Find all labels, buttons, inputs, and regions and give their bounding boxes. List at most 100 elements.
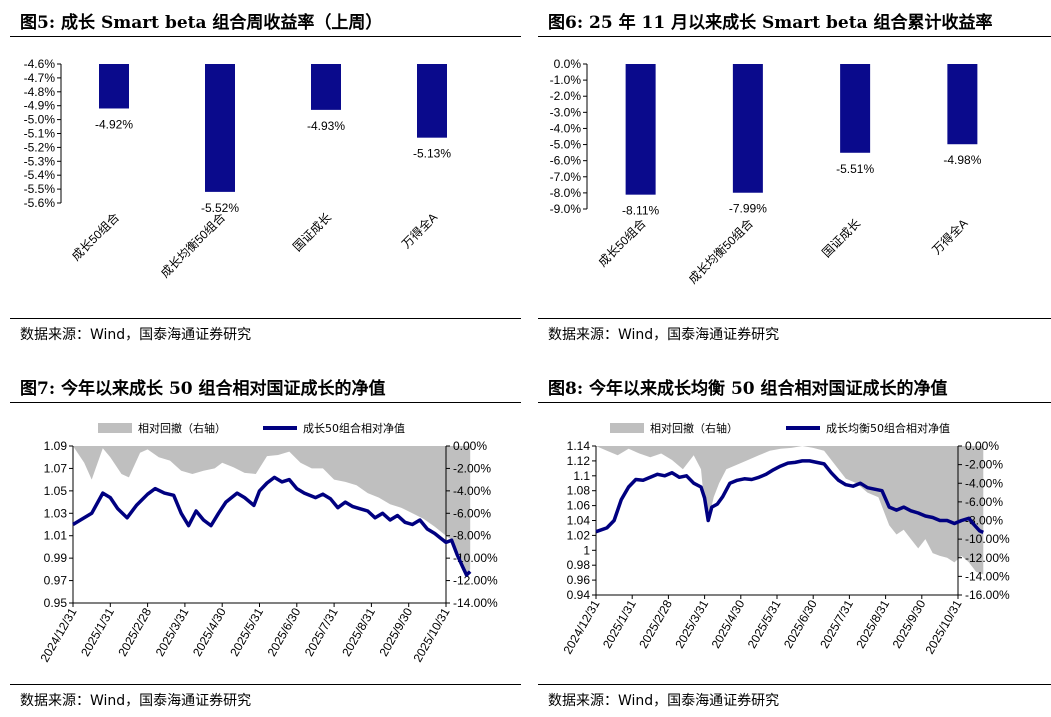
left-y-tick-label: 0.95 <box>44 596 68 610</box>
right-y-tick-label: -4.00% <box>453 484 491 498</box>
x-tick-label: 2025/4/30 <box>190 605 229 659</box>
y-tick-label: -5.1% <box>24 127 56 141</box>
x-tick-label: 2025/2/28 <box>115 605 154 659</box>
left-y-tick-label: 1.04 <box>567 514 591 528</box>
figure-6-title: 图6: 25 年 11 月以来成长 Smart beta 组合累计收益率 <box>548 13 993 33</box>
category-label-group: 成长50组合 <box>68 210 122 264</box>
right-y-tick-label: -16.00% <box>965 588 1010 602</box>
y-tick-label: -7.0% <box>550 170 582 184</box>
relative-nav-line <box>72 475 472 577</box>
left-y-tick-label: 1.12 <box>567 454 591 468</box>
x-tick-label-group: 2025/3/31 <box>672 597 711 651</box>
category-label-group: 成长均衡50组合 <box>685 216 756 287</box>
right-y-tick-label: -2.00% <box>453 461 491 475</box>
x-tick-label-group: 2025/5/31 <box>227 605 266 659</box>
y-tick-label: -5.2% <box>24 140 56 154</box>
x-tick-label: 2025/3/31 <box>672 597 711 651</box>
figure-7-chart: 相对回撤（右轴） 成长50组合相对净值 1.09 1.07 1.05 1.03 1.01 0.… <box>37 421 498 665</box>
x-tick-label: 2025/7/31 <box>817 597 856 651</box>
y-tick-label: -4.6% <box>24 57 56 71</box>
figure-8-top-rule <box>538 402 1051 403</box>
y-tick-label: -5.5% <box>24 182 56 196</box>
x-tick-label: 2025/1/31 <box>600 597 639 651</box>
figure-7-top-rule <box>10 402 521 403</box>
figure-5-source: 数据来源：Wind，国泰海通证券研究 <box>20 327 252 343</box>
category-label: 成长50组合 <box>68 210 122 264</box>
left-y-tick-label: 1 <box>583 543 590 557</box>
x-tick-label: 2025/8/31 <box>339 605 378 659</box>
figure-5-bottom-rule <box>10 318 521 319</box>
x-tick-label-group: 2025/2/28 <box>115 605 154 659</box>
x-tick-label: 2024/12/31 <box>37 605 79 664</box>
bar-value-label: -7.99% <box>729 202 767 216</box>
figure-7-title: 图7: 今年以来成长 50 组合相对国证成长的净值 <box>20 379 386 399</box>
left-y-tick-label: 1.08 <box>567 484 591 498</box>
left-y-tick-label: 1.03 <box>44 506 68 520</box>
x-tick-label-group: 2025/9/30 <box>376 605 415 659</box>
category-label: 国证成长 <box>819 216 863 260</box>
x-tick-label-group: 2025/4/30 <box>709 597 748 651</box>
y-tick-label: -4.7% <box>24 71 56 85</box>
bar-value-label: -4.92% <box>95 117 133 131</box>
bar-value-label: -5.52% <box>201 201 239 215</box>
right-y-tick-label: -10.00% <box>965 532 1010 546</box>
legend-area-swatch <box>610 423 644 433</box>
x-tick-label: 2025/6/30 <box>265 605 304 659</box>
left-y-tick-label: 1.07 <box>44 461 68 475</box>
x-tick-label-group: 2025/10/31 <box>922 597 964 656</box>
x-tick-label-group: 2025/3/31 <box>153 605 192 659</box>
category-label-group: 国证成长 <box>819 216 863 260</box>
left-y-tick-label: 0.99 <box>44 551 68 565</box>
legend-line-label: 成长均衡50组合相对净值 <box>826 421 950 435</box>
x-tick-label: 2025/4/30 <box>709 597 748 651</box>
legend-area-label: 相对回撤（右轴） <box>650 421 738 435</box>
legend: 相对回撤（右轴） 成长50组合相对净值 <box>98 421 405 435</box>
category-label: 成长均衡50组合 <box>685 216 756 287</box>
bar <box>205 64 235 192</box>
bar <box>311 64 341 110</box>
figure-5-chart: -4.6%-4.7%-4.8%-4.9%-5.0%-5.1%-5.2%-5.3%… <box>24 57 452 281</box>
right-y-tick-label: -12.00% <box>965 551 1010 565</box>
bar-value-label: -5.51% <box>836 162 874 176</box>
y-tick-label: -1.0% <box>550 73 582 87</box>
figure-6-source: 数据来源：Wind，国泰海通证券研究 <box>548 327 780 343</box>
figure-8-source: 数据来源：Wind，国泰海通证券研究 <box>548 693 780 709</box>
y-tick-label: -4.9% <box>24 99 56 113</box>
y-tick-label: -5.3% <box>24 154 56 168</box>
left-y-tick-label: 1.05 <box>44 484 68 498</box>
left-y-tick-label: 0.96 <box>567 573 591 587</box>
bar-value-label: -4.98% <box>943 153 981 167</box>
x-tick-label: 2024/12/31 <box>560 597 602 656</box>
x-tick-label-group: 2025/4/30 <box>190 605 229 659</box>
right-y-tick-label: -6.00% <box>453 506 491 520</box>
bar-value-label: -8.11% <box>622 204 659 218</box>
category-label-group: 成长均衡50组合 <box>157 210 228 281</box>
right-y-tick-label: 0.00% <box>965 439 999 453</box>
x-tick-label-group: 2025/8/31 <box>853 597 892 651</box>
category-label: 万得全A <box>929 216 971 258</box>
bar <box>732 64 763 193</box>
left-y-tick-label: 1.06 <box>567 499 591 513</box>
figure-7-source: 数据来源：Wind，国泰海通证券研究 <box>20 693 252 709</box>
category-label: 成长均衡50组合 <box>157 210 228 281</box>
legend-area-label: 相对回撤（右轴） <box>138 421 226 435</box>
left-y-tick-label: 1.02 <box>567 528 591 542</box>
figure-8-title: 图8: 今年以来成长均衡 50 组合相对国证成长的净值 <box>548 379 948 399</box>
left-y-tick-label: 0.98 <box>567 558 591 572</box>
y-tick-label: 0.0% <box>554 57 582 71</box>
y-tick-label: -4.8% <box>24 85 56 99</box>
figure-7-bottom-rule <box>10 684 521 685</box>
y-tick-label: -9.0% <box>550 202 582 216</box>
x-tick-label-group: 2025/7/31 <box>817 597 856 651</box>
legend-line-label: 成长50组合相对净值 <box>303 421 405 435</box>
figure-8-panel: 图8: 今年以来成长均衡 50 组合相对国证成长的净值 相对回撤（右轴） 成长均衡… <box>538 366 1051 717</box>
x-tick-label: 2025/6/30 <box>781 597 820 651</box>
x-tick-label-group: 2025/6/30 <box>265 605 304 659</box>
category-label-group: 万得全A <box>398 210 440 252</box>
left-y-tick-label: 1.01 <box>44 529 68 543</box>
x-tick-label: 2025/5/31 <box>745 597 784 651</box>
x-tick-label: 2025/9/30 <box>890 597 929 651</box>
x-tick-label-group: 2025/1/31 <box>600 597 639 651</box>
y-tick-label: -5.4% <box>24 168 56 182</box>
x-tick-label-group: 2024/12/31 <box>560 597 602 656</box>
